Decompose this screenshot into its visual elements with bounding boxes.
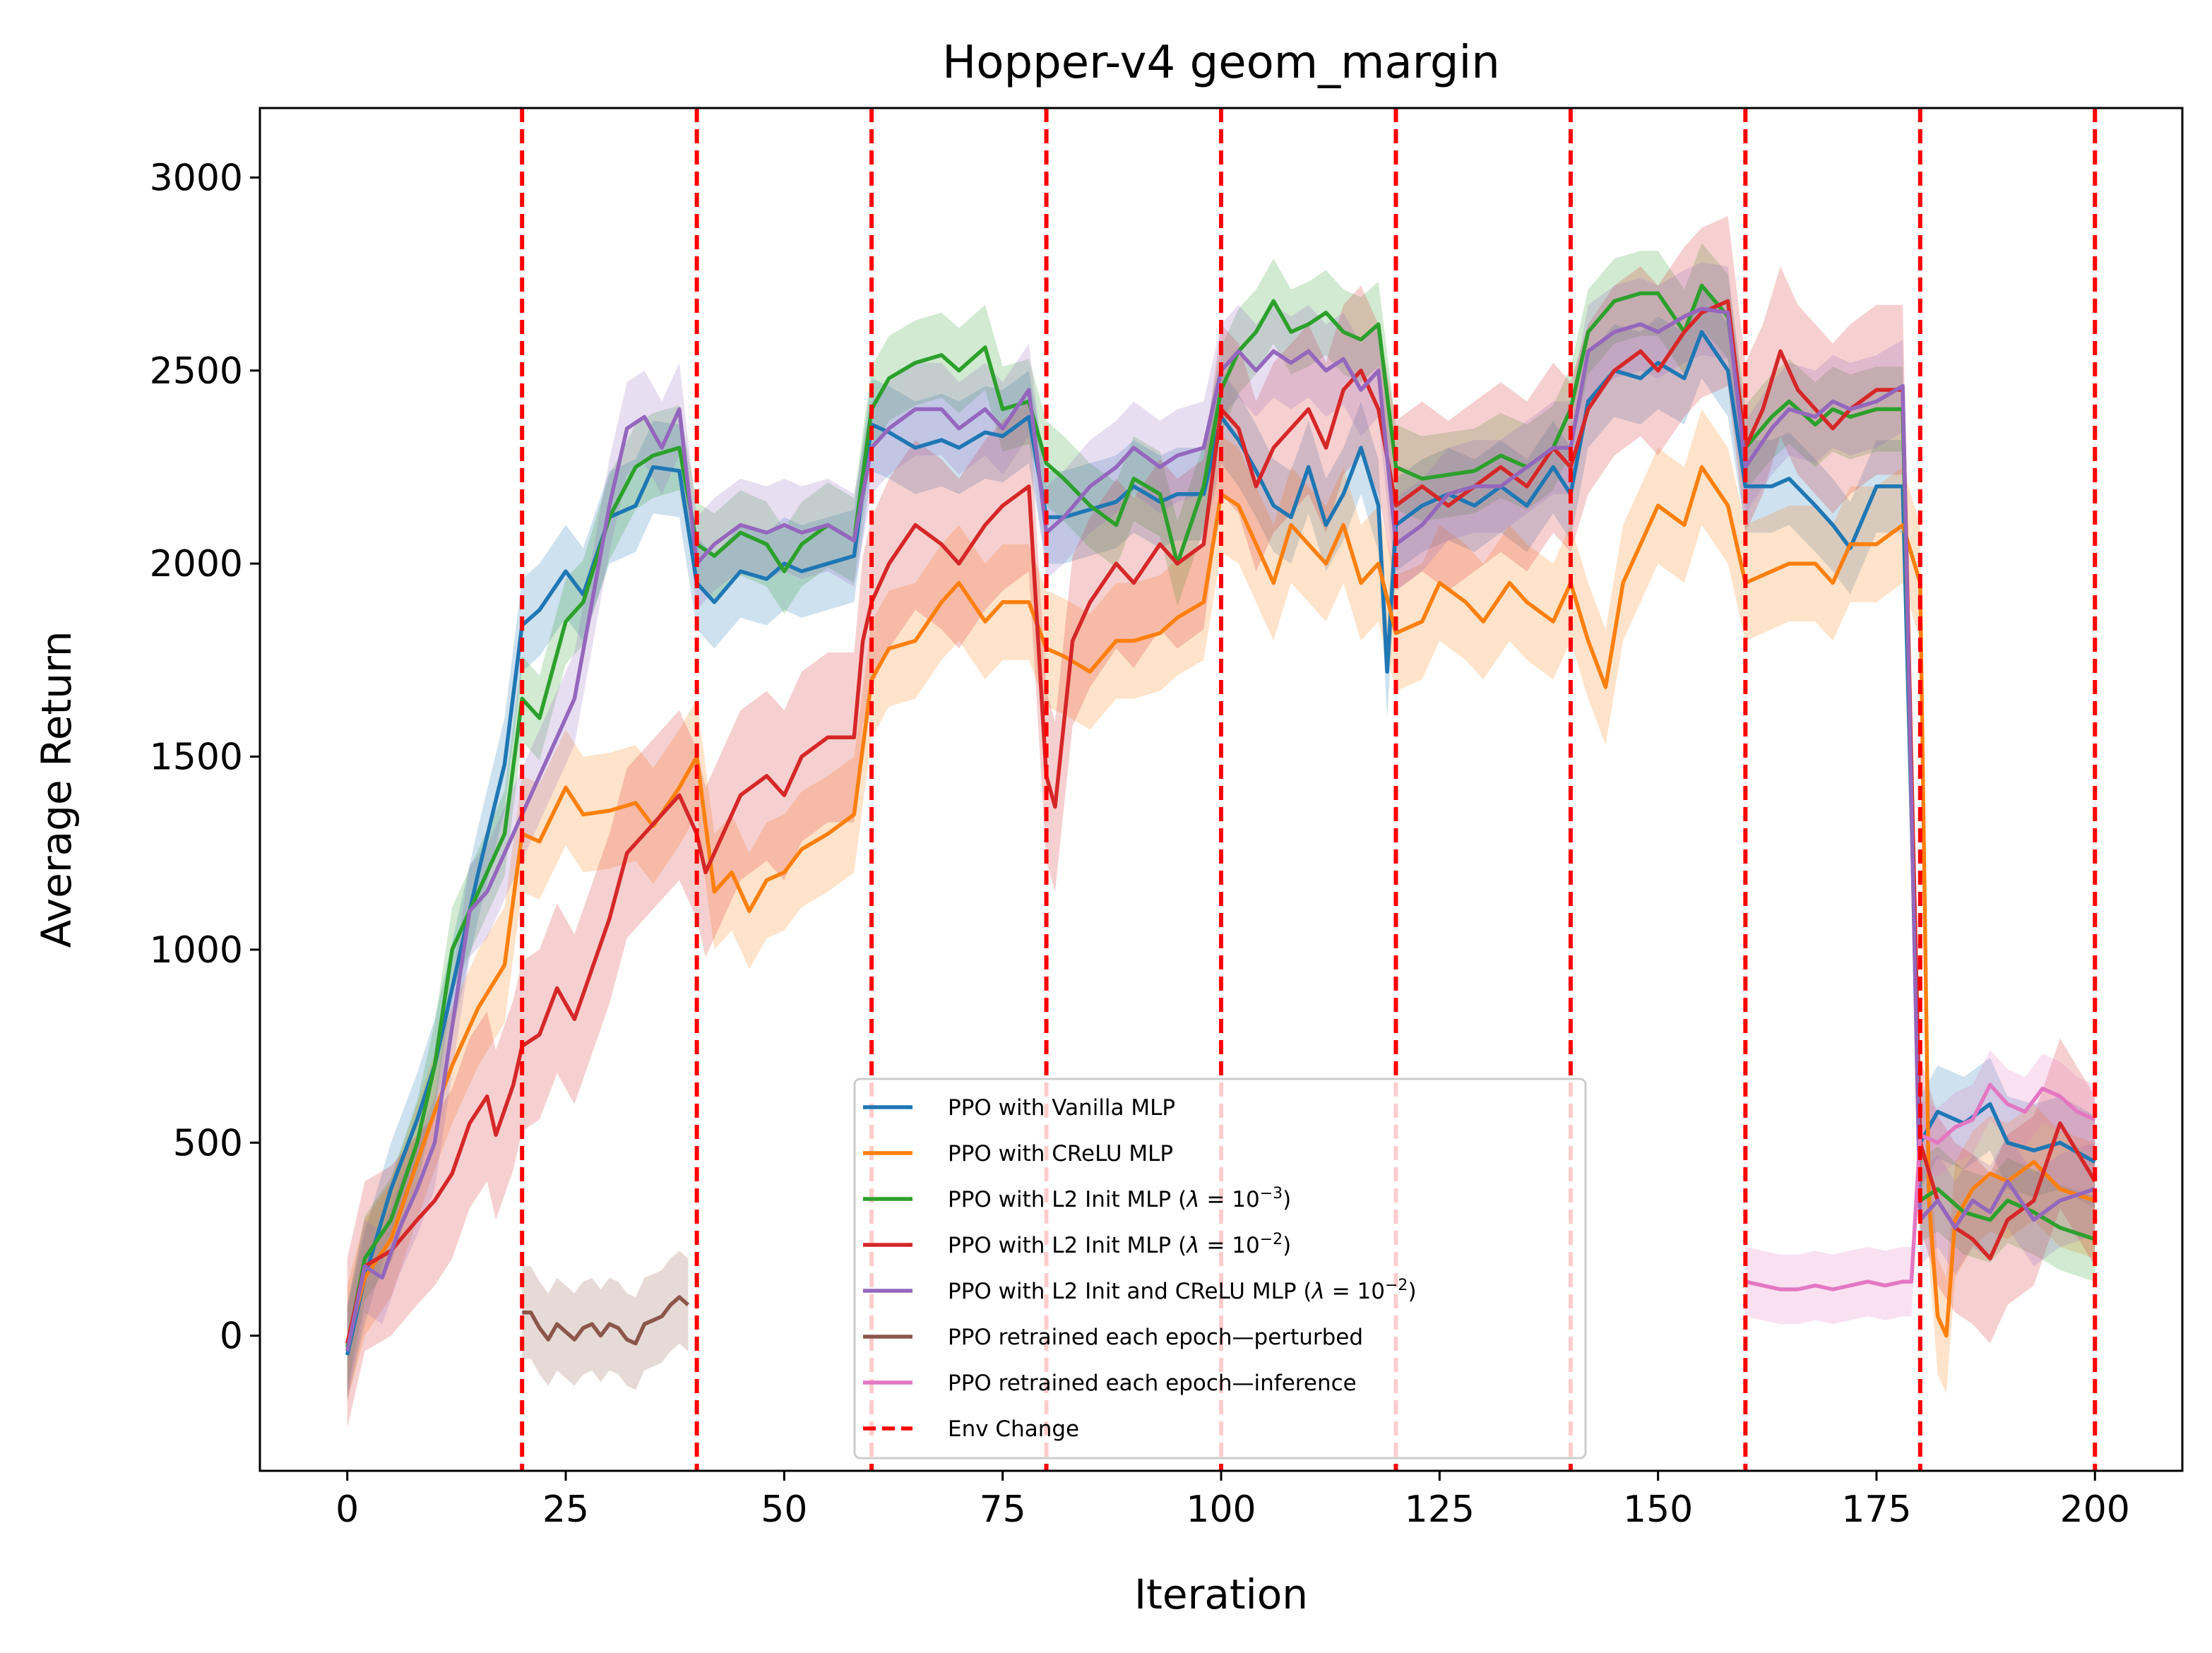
y-tick-label: 1500 bbox=[150, 736, 243, 779]
x-tick-label: 50 bbox=[761, 1488, 807, 1531]
legend-label: PPO with CReLU MLP bbox=[948, 1141, 1173, 1166]
x-tick-label: 125 bbox=[1405, 1488, 1475, 1531]
legend-label: Env Change bbox=[948, 1416, 1079, 1442]
y-tick-label: 2000 bbox=[150, 543, 243, 585]
chart-title: Hopper-v4 geom_margin bbox=[942, 37, 1500, 89]
y-tick-label: 2500 bbox=[150, 350, 243, 393]
legend-box bbox=[853, 1078, 1587, 1460]
legend-label: PPO with L2 Init and CReLU MLP (λ = 10−2… bbox=[948, 1277, 1417, 1304]
x-tick-label: 100 bbox=[1186, 1488, 1256, 1531]
y-axis-label: Average Return bbox=[32, 631, 81, 948]
legend-label: PPO retrained each epoch—inference bbox=[948, 1371, 1357, 1396]
series-5-line bbox=[522, 1295, 690, 1346]
y-tick-label: 3000 bbox=[150, 157, 243, 199]
x-tick-label: 150 bbox=[1623, 1488, 1693, 1531]
series-2-band bbox=[347, 243, 2095, 1390]
x-tick-label: 25 bbox=[542, 1488, 589, 1531]
legend: PPO with Vanilla MLP PPO with CReLU MLP PP… bbox=[853, 1078, 1587, 1460]
x-tick-label: 0 bbox=[335, 1488, 359, 1531]
y-tick-label: 1000 bbox=[150, 929, 243, 972]
legend-label: PPO with L2 Init MLP (λ = 10−2) bbox=[948, 1231, 1291, 1258]
series-3-line bbox=[345, 299, 2097, 1344]
legend-label: PPO with Vanilla MLP bbox=[948, 1095, 1175, 1121]
legend-label: PPO retrained each epoch—perturbed bbox=[948, 1325, 1363, 1350]
series-6-band bbox=[1745, 1050, 2095, 1325]
legend-label: PPO with L2 Init MLP (λ = 10−3) bbox=[948, 1185, 1291, 1212]
series-4-band bbox=[347, 262, 2095, 1398]
series-5-band bbox=[522, 1251, 689, 1390]
y-tick-label: 0 bbox=[220, 1315, 243, 1358]
y-tick-label: 500 bbox=[173, 1122, 243, 1164]
x-tick-label: 175 bbox=[1841, 1488, 1911, 1531]
series-6-line bbox=[1744, 1082, 2096, 1291]
series-4-line bbox=[345, 306, 2096, 1352]
x-tick-label: 200 bbox=[2060, 1488, 2130, 1531]
series-lines bbox=[345, 283, 2097, 1356]
y-axis: 0 500 1000 1500 2000 2500 3000 bbox=[150, 157, 260, 1358]
x-axis: 0 25 50 75 100 125 150 175 200 bbox=[335, 1471, 2130, 1531]
x-axis-label: Iteration bbox=[1134, 1570, 1308, 1618]
series-0-line bbox=[345, 330, 2096, 1356]
x-tick-label: 75 bbox=[980, 1488, 1026, 1531]
